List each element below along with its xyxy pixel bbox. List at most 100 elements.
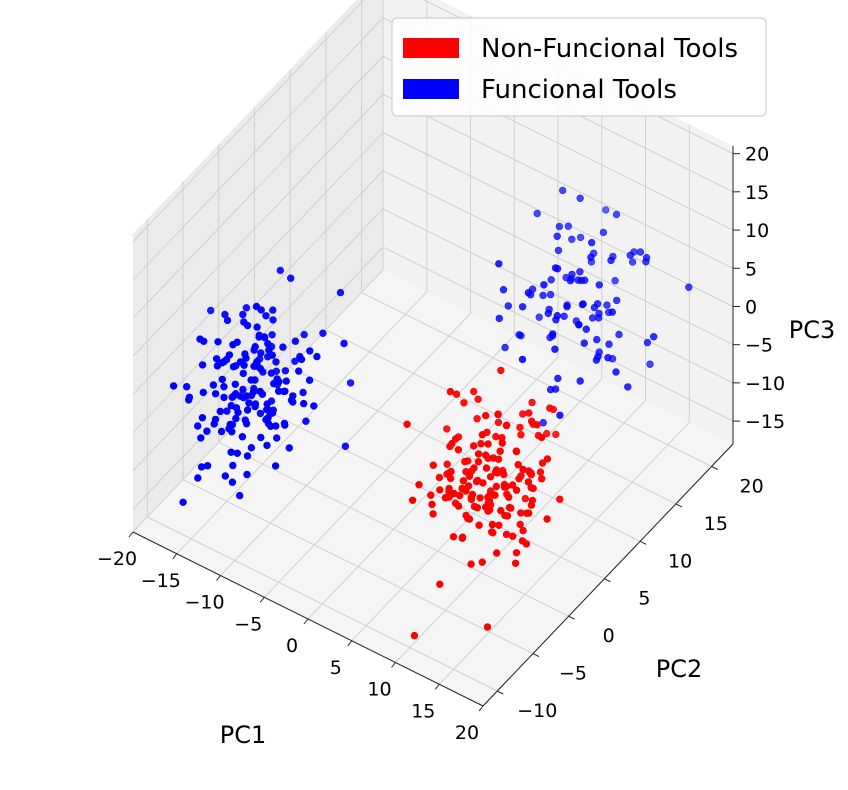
point-non-funcional xyxy=(462,511,470,520)
point-funcional xyxy=(197,434,205,442)
point-funcional xyxy=(223,407,231,415)
point-funcional xyxy=(268,351,276,359)
z-axis-label: PC3 xyxy=(789,316,836,344)
point-non-funcional xyxy=(482,411,490,420)
point-funcional xyxy=(273,375,281,383)
legend-swatch-non-funcional xyxy=(403,38,459,58)
point-non-funcional xyxy=(435,473,444,482)
point-funcional xyxy=(602,206,610,214)
point-non-funcional xyxy=(521,494,529,503)
point-funcional xyxy=(263,400,271,408)
point-non-funcional xyxy=(477,440,485,448)
point-non-funcional xyxy=(505,493,513,501)
point-funcional xyxy=(554,374,562,383)
point-funcional xyxy=(295,367,303,375)
point-non-funcional xyxy=(497,366,505,375)
point-non-funcional xyxy=(484,440,492,448)
gridline-y-floor xyxy=(218,441,569,617)
point-funcional xyxy=(310,402,318,410)
x-tick-mark xyxy=(259,596,265,603)
point-funcional xyxy=(593,335,601,344)
y-tick-mark xyxy=(639,540,647,545)
point-funcional xyxy=(228,478,237,486)
point-non-funcional xyxy=(491,491,499,499)
y-tick-mark xyxy=(532,653,540,658)
y-tick-mark xyxy=(604,578,611,583)
point-funcional xyxy=(272,422,280,430)
point-funcional xyxy=(199,388,208,397)
point-non-funcional xyxy=(495,521,503,529)
point-funcional xyxy=(252,302,261,311)
point-funcional xyxy=(299,388,307,397)
point-funcional xyxy=(560,312,568,320)
point-non-funcional xyxy=(486,506,494,514)
point-funcional xyxy=(239,385,247,394)
point-funcional xyxy=(504,302,512,310)
point-funcional xyxy=(239,369,248,378)
point-funcional xyxy=(289,398,297,406)
point-non-funcional xyxy=(449,533,458,541)
gridline-y-floor xyxy=(289,366,641,542)
y-axis-line xyxy=(482,443,734,707)
point-funcional xyxy=(539,419,547,427)
point-funcional xyxy=(607,256,615,265)
point-non-funcional xyxy=(436,486,444,494)
gridline-z-side xyxy=(382,208,734,384)
point-funcional xyxy=(243,321,252,330)
point-non-funcional xyxy=(459,477,468,485)
point-funcional xyxy=(227,401,236,410)
x-tick-label: 15 xyxy=(411,700,435,722)
point-funcional xyxy=(576,268,584,276)
point-non-funcional xyxy=(512,447,520,455)
point-funcional xyxy=(590,303,599,312)
point-funcional xyxy=(218,359,226,367)
point-funcional xyxy=(518,355,527,364)
point-non-funcional xyxy=(536,468,545,476)
point-non-funcional xyxy=(538,459,547,467)
point-funcional xyxy=(185,396,193,404)
point-funcional xyxy=(563,301,571,309)
point-funcional xyxy=(260,333,268,341)
x-tick-mark xyxy=(391,662,396,668)
point-funcional xyxy=(223,316,232,325)
point-funcional xyxy=(203,427,211,435)
point-funcional xyxy=(214,338,222,346)
point-non-funcional xyxy=(517,431,525,439)
point-funcional xyxy=(212,355,221,363)
point-non-funcional xyxy=(427,491,435,499)
point-funcional xyxy=(649,333,658,341)
point-funcional xyxy=(576,377,584,385)
point-funcional xyxy=(524,289,533,297)
point-funcional xyxy=(624,383,632,391)
point-non-funcional xyxy=(445,484,453,493)
z-tick-label: −5 xyxy=(745,335,773,357)
point-funcional xyxy=(285,444,293,452)
point-non-funcional xyxy=(503,512,512,520)
point-funcional xyxy=(346,379,355,387)
point-funcional xyxy=(263,441,271,450)
point-funcional xyxy=(313,352,321,361)
point-non-funcional xyxy=(443,460,451,468)
y-tick-mark xyxy=(497,690,504,695)
point-non-funcional xyxy=(486,473,495,481)
point-non-funcional xyxy=(514,461,522,469)
point-non-funcional xyxy=(492,432,500,441)
point-funcional xyxy=(229,341,237,349)
point-non-funcional xyxy=(441,494,450,502)
point-funcional xyxy=(554,246,563,255)
point-non-funcional xyxy=(528,398,536,407)
point-funcional xyxy=(605,340,613,348)
point-funcional xyxy=(553,232,561,241)
gridline-y-floor xyxy=(361,292,712,467)
gridline-z-back xyxy=(132,93,384,357)
point-funcional xyxy=(612,210,621,219)
y-tick-mark xyxy=(711,466,718,470)
point-non-funcional xyxy=(454,446,463,454)
point-non-funcional xyxy=(462,487,470,495)
point-non-funcional xyxy=(446,387,455,396)
point-funcional xyxy=(518,303,527,311)
point-non-funcional xyxy=(475,521,483,529)
x-tick-mark xyxy=(128,531,134,538)
point-funcional xyxy=(580,276,589,284)
